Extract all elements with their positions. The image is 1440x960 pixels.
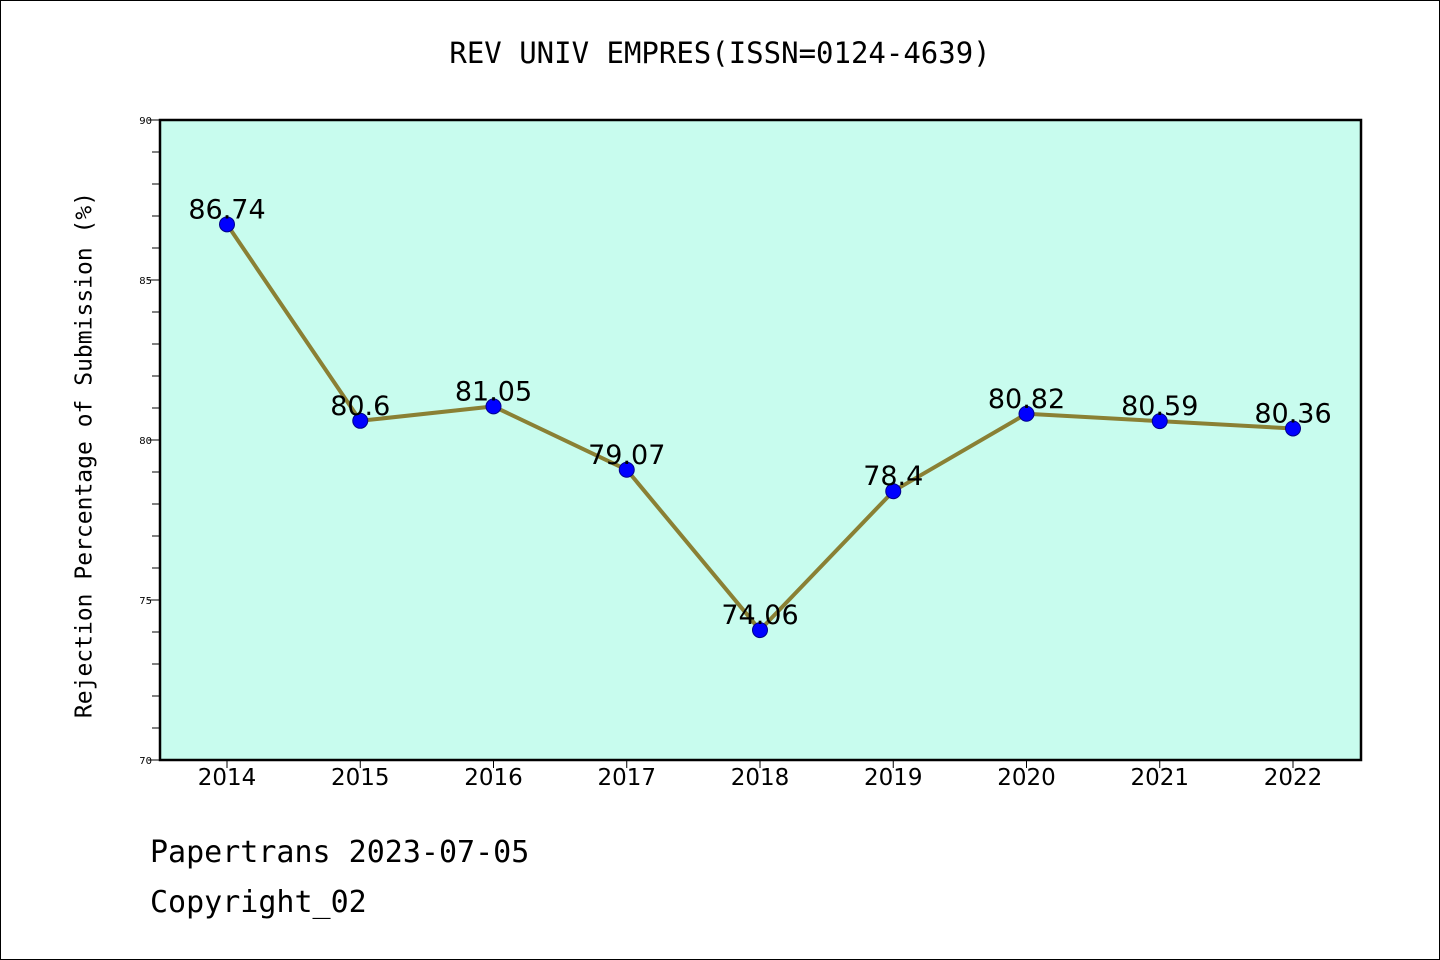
x-tick-label: 2021 <box>1130 765 1189 791</box>
data-point <box>752 622 768 639</box>
data-label: 74.06 <box>721 600 798 631</box>
data-label: 80.59 <box>1121 391 1198 422</box>
x-axis-ticks: 2014 2015 2016 2017 2018 2019 2020 2021 2022 <box>198 760 1323 791</box>
data-markers <box>219 216 1301 639</box>
data-label: 79.07 <box>588 440 665 471</box>
x-tick-label: 2016 <box>464 765 523 791</box>
x-tick-label: 2022 <box>1264 765 1323 791</box>
data-label: 80.36 <box>1254 398 1331 429</box>
data-point <box>885 483 902 500</box>
x-tick-label: 2014 <box>198 765 257 791</box>
footer-copyright: Copyright_02 <box>150 885 367 920</box>
data-point <box>219 216 235 233</box>
y-tick-label: 70 <box>139 756 152 767</box>
x-tick-label: 2020 <box>997 765 1056 791</box>
data-point <box>1018 405 1035 422</box>
plot-area <box>160 120 1361 760</box>
x-tick-label: 2018 <box>731 765 790 791</box>
data-label: 78.4 <box>863 461 923 492</box>
x-tick-label: 2019 <box>864 765 923 791</box>
data-label: 80.6 <box>330 391 390 422</box>
x-tick-label: 2017 <box>597 765 656 791</box>
data-labels: 86.74 80.6 81.05 79.07 74.06 78.4 80.82 80.59 80… <box>188 194 1331 631</box>
plot-border <box>158 118 1363 762</box>
data-point <box>1285 420 1301 437</box>
data-point <box>485 398 502 415</box>
y-tick-label: 90 <box>139 116 152 127</box>
y-axis-ticks: 70 75 80 85 90 <box>139 116 160 767</box>
y-axis-label: Rejection Percentage of Submission (%) <box>72 192 98 718</box>
y-tick-label: 80 <box>139 436 152 447</box>
data-point <box>352 412 369 429</box>
footer-date: Papertrans 2023-07-05 <box>150 835 530 870</box>
data-label: 81.05 <box>455 376 532 407</box>
y-tick-label: 75 <box>139 596 152 607</box>
y-tick-label: 85 <box>139 276 152 287</box>
x-tick-label: 2015 <box>331 765 390 791</box>
data-point <box>1151 413 1168 430</box>
chart-title: REV UNIV EMPRES(ISSN=0124-4639) <box>449 36 991 70</box>
data-point <box>618 461 635 478</box>
data-label: 80.82 <box>988 384 1065 415</box>
data-label: 86.74 <box>188 194 265 225</box>
